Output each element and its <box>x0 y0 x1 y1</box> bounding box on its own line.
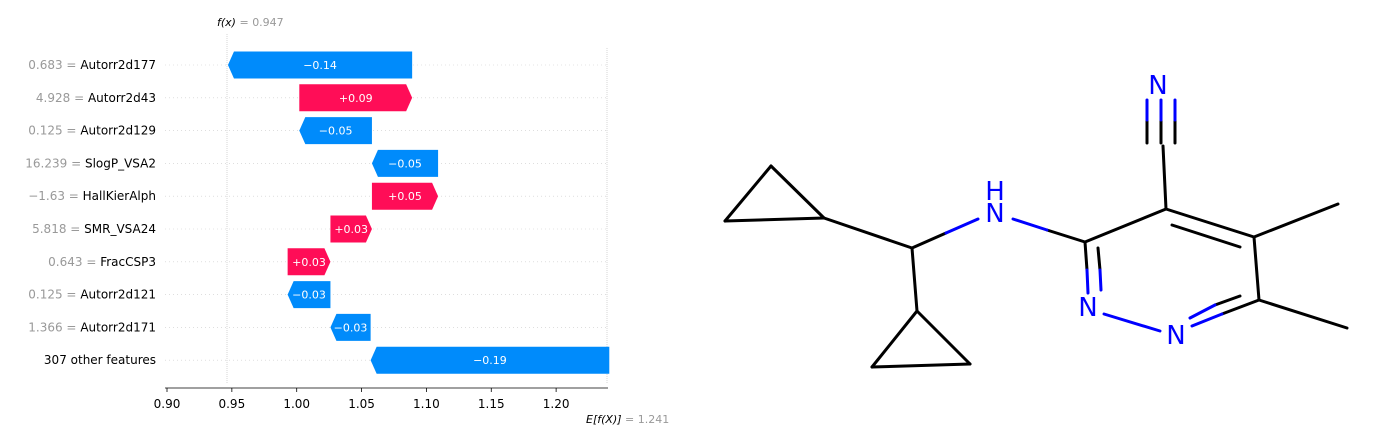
fx-annotation: f(x) = 0.947 <box>217 16 284 29</box>
bar-value-label: −0.05 <box>388 157 422 170</box>
x-tick-label: 1.05 <box>348 397 375 411</box>
feature-name: 307 other features <box>44 353 156 367</box>
carbon-bonds <box>723 118 1349 369</box>
ring-n1-label: N <box>1078 293 1097 323</box>
feature-value: −1.63 = <box>28 189 82 203</box>
amine-h-label: H <box>985 177 1005 207</box>
bar-value-label: −0.03 <box>334 321 368 334</box>
feature-value: 5.818 = <box>32 222 84 236</box>
feature-name: Autorr2d177 <box>80 58 156 72</box>
shap-waterfall-chart: −0.14 +0.09 −0.05 −0.05 +0.05 +0.03 +0.03 −0.03… <box>25 16 669 426</box>
ring-n2-label: N <box>1166 321 1185 351</box>
x-tick-label: 0.95 <box>218 397 245 411</box>
feature-label: 0.643 = FracCSP3 <box>48 255 156 269</box>
x-tick-label: 1.15 <box>478 397 505 411</box>
waterfall-bar <box>330 215 372 243</box>
feature-name: Autorr2d171 <box>80 320 156 334</box>
feature-label: 0.125 = Autorr2d129 <box>28 124 156 138</box>
atom-labels: N H N N N <box>985 71 1186 351</box>
bar-value-label: +0.03 <box>334 223 368 236</box>
x-tick-label: 1.20 <box>543 397 570 411</box>
x-tick-label: 1.00 <box>283 397 310 411</box>
feature-label: 0.683 = Autorr2d177 <box>28 58 156 72</box>
feature-name: FracCSP3 <box>100 255 156 269</box>
fx-value: 0.947 <box>252 16 284 29</box>
bar-value-label: −0.03 <box>292 289 326 302</box>
fx-label: f(x) <box>217 16 236 29</box>
feature-name: Autorr2d43 <box>88 91 156 105</box>
bar-value-label: +0.03 <box>292 256 326 269</box>
feature-name: SlogP_VSA2 <box>85 156 156 170</box>
feature-value: 16.239 = <box>25 156 85 170</box>
feature-label: 1.366 = Autorr2d171 <box>28 320 156 334</box>
bar-value-label: +0.09 <box>339 92 373 105</box>
feature-value: 0.683 = <box>28 58 80 72</box>
feature-value: 4.928 = <box>36 91 88 105</box>
waterfall-bar <box>371 149 439 177</box>
x-axis: 0.90 0.95 1.00 1.05 1.10 1.15 1.20 <box>154 387 608 411</box>
feature-value: 0.125 = <box>28 288 80 302</box>
feature-value: 0.643 = <box>48 255 100 269</box>
waterfall-bar <box>299 84 413 112</box>
feature-label: 307 other features <box>44 353 156 367</box>
amine-n-label: N <box>985 199 1004 229</box>
feature-label: 4.928 = Autorr2d43 <box>36 91 156 105</box>
feature-label: −1.63 = HallKierAlph <box>28 189 156 203</box>
fx-eq: = <box>236 16 252 29</box>
bars-group: −0.14 +0.09 −0.05 −0.05 +0.05 +0.03 +0.03 −0.03… <box>227 51 610 374</box>
x-tick-label: 1.10 <box>413 397 440 411</box>
efx-value: 1.241 <box>638 413 670 426</box>
feature-label: 5.818 = SMR_VSA24 <box>32 222 156 236</box>
bar-value-label: −0.05 <box>319 125 353 138</box>
waterfall-bar <box>287 281 331 309</box>
waterfall-bar <box>371 182 439 210</box>
feature-label: 16.239 = SlogP_VSA2 <box>25 156 156 170</box>
waterfall-bar <box>370 346 610 374</box>
feature-value: 1.366 = <box>28 320 80 334</box>
feature-name: Autorr2d121 <box>80 288 156 302</box>
heteroatom-bonds <box>944 98 1224 333</box>
waterfall-bar <box>227 51 413 79</box>
feature-value: 0.125 = <box>28 124 80 138</box>
feature-label: 0.125 = Autorr2d121 <box>28 288 156 302</box>
nitrile-n-label: N <box>1148 71 1167 101</box>
feature-name: SMR_VSA24 <box>84 222 156 236</box>
feature-name: Autorr2d129 <box>80 124 156 138</box>
efx-label: E[f(X)] <box>586 413 622 426</box>
feature-labels-group: 0.683 = Autorr2d177 4.928 = Autorr2d43 0.1… <box>25 58 156 367</box>
efx-annotation: E[f(X)] = 1.241 <box>586 413 669 426</box>
waterfall-bar <box>287 248 331 276</box>
molecule-structure: N H N N N <box>723 71 1349 369</box>
bar-value-label: −0.19 <box>473 354 507 367</box>
waterfall-bar <box>299 117 372 145</box>
waterfall-bar <box>330 313 371 341</box>
bar-value-label: −0.14 <box>303 59 337 72</box>
efx-eq: = <box>622 413 638 426</box>
x-tick-label: 0.90 <box>154 397 181 411</box>
bar-value-label: +0.05 <box>388 190 422 203</box>
feature-name: HallKierAlph <box>83 189 156 203</box>
